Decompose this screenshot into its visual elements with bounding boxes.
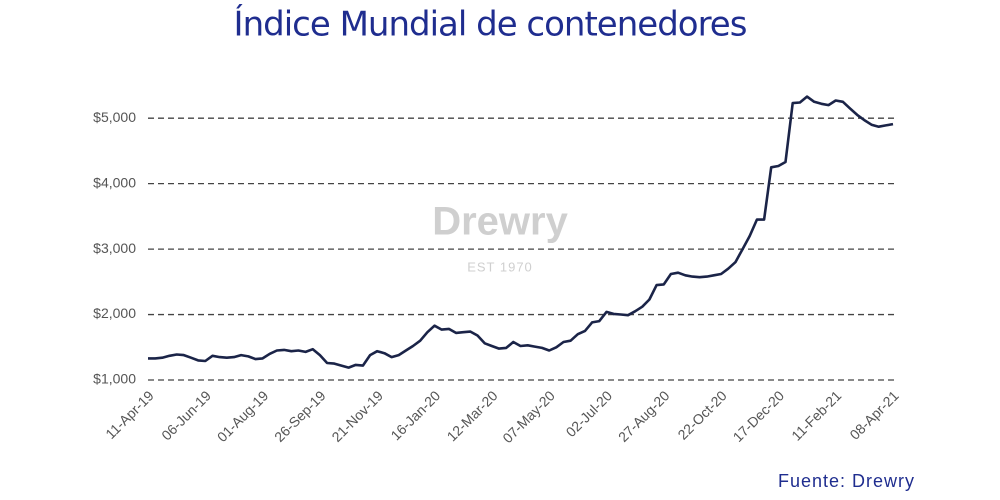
watermark-subtitle: EST 1970 [467, 259, 533, 274]
y-tick-label: $4,000 [93, 174, 136, 190]
y-tick-label: $3,000 [93, 240, 136, 256]
x-tick-label: 17-Dec-20 [730, 387, 788, 445]
chart-title: Índice Mundial de contenedores [234, 4, 747, 45]
x-tick-label: 21-Nov-19 [328, 387, 386, 445]
x-tick-label: 16-Jan-20 [387, 387, 443, 443]
y-tick-label: $2,000 [93, 305, 136, 321]
y-tick-label: $1,000 [93, 371, 136, 387]
x-tick-label: 06-Jun-19 [158, 387, 214, 443]
x-tick-label: 22-Oct-20 [674, 387, 729, 442]
x-tick-label: 02-Jul-20 [563, 387, 616, 440]
x-tick-label: 12-Mar-20 [444, 387, 501, 444]
x-tick-label: 01-Aug-19 [214, 387, 272, 445]
data-line [148, 95, 894, 369]
x-tick-label: 11-Feb-21 [788, 387, 844, 443]
x-tick-label: 08-Apr-21 [846, 387, 901, 442]
x-tick-label: 07-May-20 [499, 387, 558, 446]
source-note: Fuente: Drewry [778, 471, 915, 491]
x-tick-label: 27-Aug-20 [615, 387, 673, 445]
x-tick-label: 26-Sep-19 [271, 387, 329, 445]
watermark: Drewry [432, 200, 568, 244]
y-tick-label: $5,000 [93, 109, 136, 125]
x-tick-label: 11-Apr-19 [102, 387, 157, 442]
